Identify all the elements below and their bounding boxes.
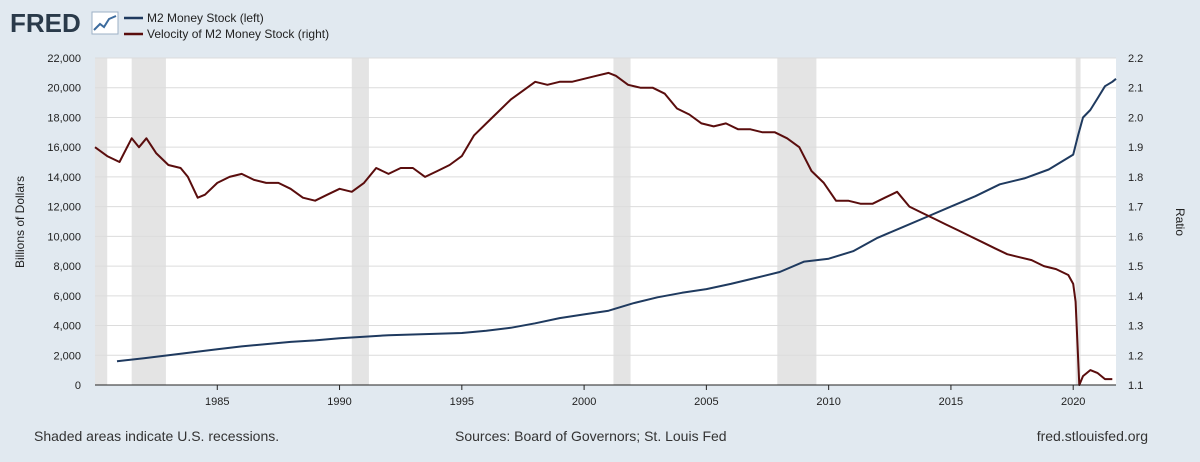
fred-logo[interactable]: FRED	[10, 8, 119, 38]
y-tick-left-label: 22,000	[47, 53, 81, 65]
x-axis-ticks: 1985 1990 1995 2000 2005 2010 2015 2020	[205, 385, 1085, 408]
y-tick-left-label: 2,000	[53, 350, 81, 362]
y-tick-left-label: 14,000	[47, 172, 81, 184]
recession-band	[351, 58, 369, 385]
fred-logo-chart-icon	[91, 11, 119, 35]
legend: M2 Money Stock (left) Velocity of M2 Mon…	[124, 11, 329, 41]
y-axis-left-ticks: 0 2,000 4,000 6,000 8,000 10,000 12,000 14,000 1…	[47, 53, 81, 392]
y-tick-right-label: 1.7	[1128, 202, 1143, 214]
y-tick-right-label: 1.4	[1128, 291, 1143, 303]
plot-area	[95, 58, 1116, 385]
x-tick-label: 1985	[205, 396, 229, 408]
gridlines	[95, 57, 1116, 356]
y-tick-right-label: 1.8	[1128, 172, 1143, 184]
y-tick-right-label: 1.2	[1128, 350, 1143, 362]
x-tick-label: 2000	[572, 396, 596, 408]
y-tick-right-label: 1.5	[1128, 261, 1143, 273]
x-tick-label: 2020	[1061, 396, 1085, 408]
footer-sources: Sources: Board of Governors; St. Louis F…	[455, 428, 727, 444]
y-tick-right-label: 1.3	[1128, 321, 1143, 333]
y-tick-left-label: 18,000	[47, 112, 81, 124]
y-tick-right-label: 1.9	[1128, 142, 1143, 154]
y-axis-left-title: Billions of Dollars	[13, 176, 27, 268]
recession-bands	[95, 58, 1081, 385]
x-tick-label: 1990	[327, 396, 351, 408]
y-tick-right-label: 2.1	[1128, 83, 1143, 95]
recession-band	[777, 58, 817, 385]
footer-recession-note: Shaded areas indicate U.S. recessions.	[34, 428, 279, 444]
footer-site-link[interactable]: fred.stlouisfed.org	[1037, 428, 1148, 444]
series-line-m2	[116, 78, 1117, 363]
y-tick-left-label: 12,000	[47, 202, 81, 214]
y-tick-right-label: 1.6	[1128, 231, 1143, 243]
y-tick-right-label: 2.0	[1128, 112, 1143, 124]
recession-band	[131, 58, 166, 385]
recession-band	[613, 58, 631, 385]
y-tick-left-label: 10,000	[47, 231, 81, 243]
y-tick-left-label: 6,000	[53, 291, 81, 303]
recession-band	[95, 58, 108, 385]
legend-label-velocity: Velocity of M2 Money Stock (right)	[147, 27, 329, 41]
y-axis-right-ticks: 1.1 1.2 1.3 1.4 1.5 1.6 1.7 1.8 1.9 2.0 2.1 2.2	[1128, 53, 1143, 392]
x-tick-label: 2005	[694, 396, 718, 408]
y-tick-left-label: 4,000	[53, 321, 81, 333]
fred-logo-text: FRED	[10, 8, 81, 38]
legend-label-m2: M2 Money Stock (left)	[147, 11, 264, 25]
recession-band	[1075, 58, 1081, 385]
y-tick-right-label: 1.1	[1128, 380, 1143, 392]
y-tick-left-label: 0	[75, 380, 81, 392]
y-tick-left-label: 20,000	[47, 83, 81, 95]
x-tick-label: 2015	[939, 396, 963, 408]
x-tick-label: 2010	[816, 396, 840, 408]
x-tick-label: 1995	[450, 396, 474, 408]
series-line-velocity	[94, 71, 1113, 386]
series-lines	[94, 71, 1117, 386]
y-axis-right-title: Ratio	[1173, 208, 1187, 236]
y-tick-right-label: 2.2	[1128, 53, 1143, 65]
y-tick-left-label: 8,000	[53, 261, 81, 273]
y-tick-left-label: 16,000	[47, 142, 81, 154]
